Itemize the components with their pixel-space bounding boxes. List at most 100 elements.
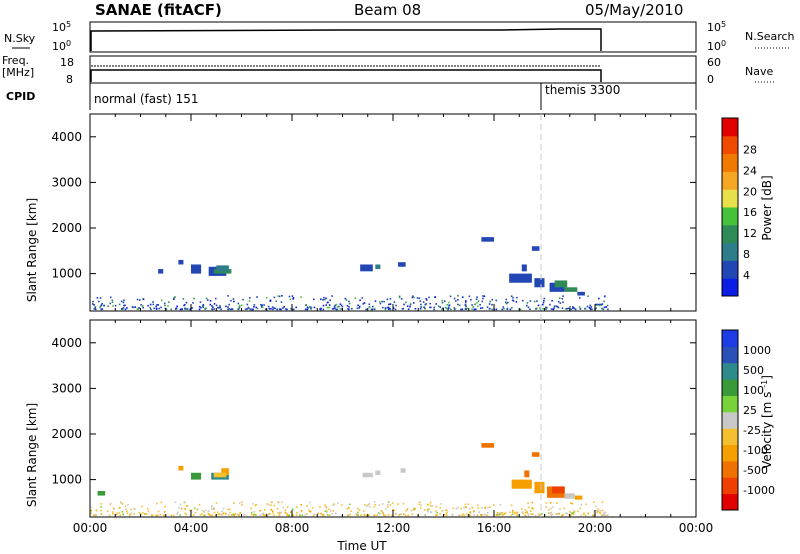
station-title: SANAE (fitACF) — [95, 1, 222, 19]
scatter-cell — [389, 307, 391, 310]
scatter-cell — [403, 303, 405, 306]
scatter-cell — [559, 302, 562, 304]
scatter-cell — [595, 307, 597, 310]
scatter-cell — [568, 514, 570, 516]
scatter-cell — [555, 513, 558, 515]
scatter-cell — [207, 512, 210, 515]
scatter-cell — [214, 514, 217, 517]
scatter-cell — [571, 512, 574, 515]
tick-exponent: 0 — [66, 39, 71, 48]
scatter-cell — [402, 502, 405, 505]
scatter-cell — [119, 514, 122, 517]
data-cell — [362, 472, 373, 478]
scatter-cell — [251, 308, 253, 311]
scatter-cell — [509, 511, 511, 514]
scatter-cell — [111, 299, 114, 302]
scatter-cell — [400, 298, 403, 300]
scatter-cell — [573, 511, 576, 513]
data-cell — [481, 237, 494, 242]
scatter-cell — [515, 301, 518, 303]
data-cell — [97, 491, 106, 496]
scatter-cell — [443, 514, 446, 516]
scatter-cell — [434, 296, 437, 298]
scatter-cell — [526, 511, 529, 514]
scatter-cell — [215, 502, 218, 504]
scatter-cell — [350, 510, 352, 513]
scatter-cell — [475, 298, 478, 300]
scatter-cell — [324, 504, 326, 506]
scatter-cell — [547, 508, 550, 511]
scatter-cell — [577, 510, 579, 513]
scatter-cell — [109, 302, 112, 305]
scatter-cell — [263, 304, 265, 306]
scatter-cell — [556, 502, 558, 504]
colorbar-tick-label: -100 — [743, 444, 768, 457]
scatter-cell — [233, 502, 235, 505]
scatter-cell — [273, 296, 276, 299]
scatter-cell — [203, 511, 205, 513]
scatter-cell — [283, 306, 285, 308]
scatter-cell — [413, 296, 415, 299]
data-cell — [531, 452, 540, 457]
scatter-cell — [435, 303, 437, 305]
scatter-cell — [603, 511, 605, 514]
scatter-cell — [319, 308, 322, 311]
scatter-cell — [365, 514, 368, 517]
scatter-cell — [96, 297, 99, 299]
scatter-cell — [601, 303, 604, 305]
scatter-cell — [458, 304, 461, 307]
beam-title: Beam 08 — [354, 1, 421, 19]
tick-exponent: 5 — [721, 20, 726, 29]
scatter-cell — [324, 510, 327, 512]
colorbar-tick-label: -1000 — [743, 484, 775, 497]
scatter-cell — [545, 506, 547, 508]
scatter-cell — [291, 508, 294, 510]
colorbar-tick-label: 100 — [743, 384, 764, 397]
scatter-cell — [266, 503, 268, 505]
scatter-cell — [539, 513, 541, 516]
scatter-cell — [90, 509, 92, 512]
scatter-cell — [599, 512, 602, 514]
scatter-cell — [495, 308, 498, 311]
scatter-cell — [213, 507, 216, 509]
scatter-cell — [249, 308, 252, 311]
scatter-cell — [347, 308, 349, 310]
scatter-cell — [362, 303, 365, 305]
scatter-cell — [407, 308, 410, 311]
scatter-cell — [163, 302, 166, 305]
scatter-cell — [389, 504, 392, 506]
scatter-cell — [111, 301, 114, 304]
scatter-cell — [556, 513, 559, 515]
scatter-cell — [586, 305, 589, 308]
scatter-cell — [196, 508, 198, 511]
scatter-cell — [410, 509, 413, 512]
scatter-cell — [99, 305, 102, 308]
scatter-cell — [387, 306, 389, 309]
scatter-cell — [180, 507, 183, 510]
scatter-cell — [604, 511, 607, 514]
scatter-cell — [550, 514, 552, 516]
scatter-cell — [510, 504, 513, 507]
colorbar-swatch — [722, 346, 738, 364]
scatter-cell — [357, 511, 359, 514]
scatter-cell — [295, 306, 297, 309]
scatter-cell — [570, 502, 572, 504]
scatter-cell — [112, 305, 114, 307]
scatter-cell — [525, 510, 528, 513]
scatter-cell — [296, 506, 298, 508]
xtick-label: 16:00 — [477, 521, 512, 535]
scatter-cell — [160, 501, 163, 504]
scatter-cell — [349, 513, 351, 516]
scatter-cell — [422, 301, 425, 303]
scatter-cell — [107, 305, 109, 307]
colorbar-swatch — [722, 153, 738, 172]
scatter-cell — [601, 307, 603, 310]
scatter-cell — [524, 509, 527, 511]
scatter-cell — [444, 306, 447, 309]
scatter-cell — [527, 514, 530, 517]
nsky-label: N.Sky — [4, 32, 36, 45]
scatter-cell — [133, 513, 135, 515]
scatter-cell — [448, 304, 451, 307]
scatter-cell — [584, 514, 587, 517]
scatter-cell — [268, 308, 271, 310]
